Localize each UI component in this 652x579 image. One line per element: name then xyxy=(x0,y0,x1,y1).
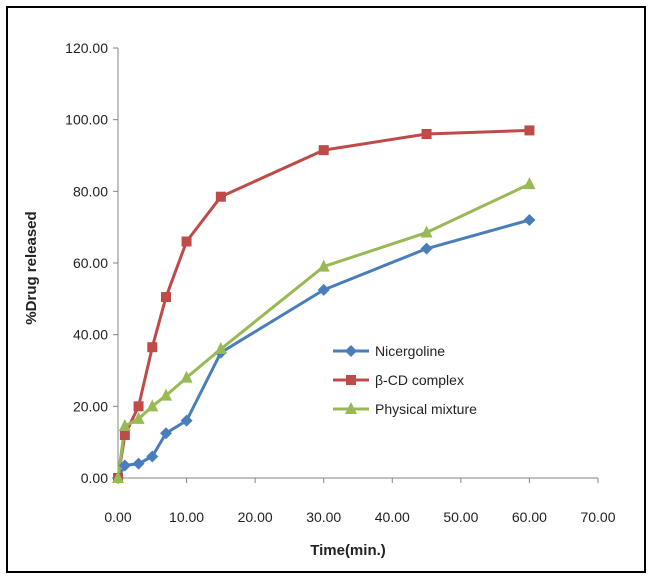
physical-mixture-line xyxy=(116,182,531,479)
chart-frame: 0.00 20.00 40.00 60.00 80.00 100.00 120.00 0.0… xyxy=(6,6,646,573)
line-chart: 0.00 20.00 40.00 60.00 80.00 100.00 120.00 0.0… xyxy=(23,40,616,559)
legend: Nicergoline β-CD complex Physical mixture xyxy=(333,343,477,417)
nicergoline-legend-label: Nicergoline xyxy=(375,343,445,359)
y-tick-label: 0.00 xyxy=(81,470,108,486)
y-tick-label: 80.00 xyxy=(73,183,108,199)
physical-mixture-point xyxy=(420,225,433,238)
series-lines xyxy=(116,128,531,479)
physical-mixture-point xyxy=(146,399,159,412)
y-axis-title: %Drug released xyxy=(23,211,40,324)
nicergoline-point xyxy=(146,450,159,463)
x-tick-label: 50.00 xyxy=(443,509,478,525)
physical-mixture-legend-marker xyxy=(345,402,357,414)
physical-mixture-point xyxy=(214,342,227,354)
x-tick-label: 60.00 xyxy=(512,509,547,525)
beta-cd-complex-point xyxy=(119,430,130,440)
beta-cd-complex-legend-marker xyxy=(346,375,356,385)
beta-cd-complex-legend-label: β-CD complex xyxy=(375,372,464,388)
physical-mixture-point xyxy=(523,177,536,190)
physical-mixture-point xyxy=(160,388,172,401)
nicergoline-point xyxy=(160,427,172,440)
physical-mixture-point xyxy=(118,419,131,432)
y-tick-label: 20.00 xyxy=(73,398,108,414)
nicergoline-point xyxy=(180,414,193,427)
beta-cd-complex-point xyxy=(133,401,144,412)
physical-mixture-point xyxy=(132,411,145,424)
beta-cd-complex-point xyxy=(147,342,158,353)
nicergoline-point xyxy=(317,283,330,296)
nicergoline-point xyxy=(420,242,433,255)
beta-cd-complex-point xyxy=(318,145,329,156)
x-tick-labels: 0.00 10.00 20.00 30.00 40.00 50.00 60.00 70.00 xyxy=(104,478,616,525)
x-tick-label: 70.00 xyxy=(580,509,615,525)
nicergoline-point xyxy=(523,214,536,226)
x-tick-label: 0.00 xyxy=(104,509,131,525)
x-tick-label: 30.00 xyxy=(306,509,341,525)
beta-cd-complex-point xyxy=(161,292,171,303)
physical-mixture-point xyxy=(317,259,330,272)
beta-cd-complex-point xyxy=(421,129,432,139)
series-markers xyxy=(112,125,536,484)
y-tick-label: 120.00 xyxy=(65,40,108,56)
physical-mixture-point xyxy=(112,471,124,483)
physical-mixture-legend-label: Physical mixture xyxy=(375,401,477,417)
x-axis-title: Time(min.) xyxy=(310,542,386,559)
beta-cd-complex-point xyxy=(181,236,192,247)
y-tick-label: 60.00 xyxy=(73,255,108,271)
x-tick-label: 40.00 xyxy=(375,509,410,525)
nicergoline-legend-marker xyxy=(345,345,357,357)
x-tick-label: 20.00 xyxy=(238,509,273,525)
physical-mixture-point xyxy=(180,370,193,383)
y-tick-label: 100.00 xyxy=(65,112,108,128)
x-tick-label: 10.00 xyxy=(169,509,204,525)
nicergoline-point xyxy=(132,457,145,470)
y-tick-label: 40.00 xyxy=(73,327,108,343)
beta-cd-complex-point xyxy=(215,191,226,202)
beta-cd-complex-point xyxy=(524,125,535,136)
beta-cd-complex-line xyxy=(116,128,530,479)
y-tick-labels: 0.00 20.00 40.00 60.00 80.00 100.00 120.00 xyxy=(65,40,118,486)
nicergoline-line xyxy=(116,218,530,479)
nicergoline-point xyxy=(118,459,131,472)
